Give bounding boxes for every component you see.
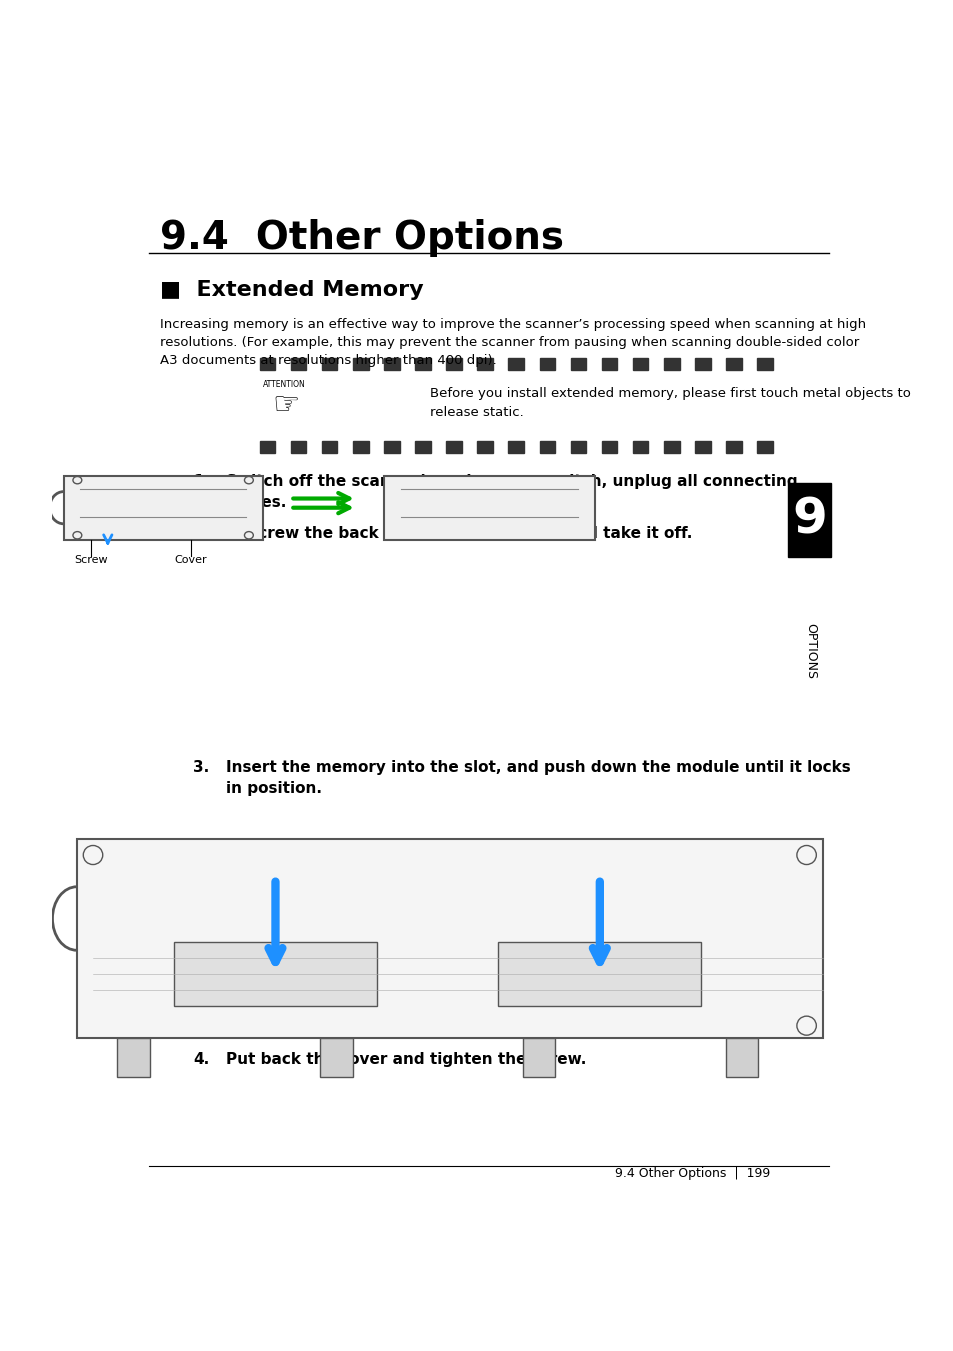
Bar (570, 358, 586, 370)
Text: Unscrew the back cover of the scanner and take it off.: Unscrew the back cover of the scanner an… (226, 526, 692, 542)
Text: 1.: 1. (193, 474, 209, 489)
Text: 3.: 3. (193, 761, 210, 775)
Bar (415, 440, 431, 454)
Text: 9.4  Other Options: 9.4 Other Options (160, 219, 563, 257)
Text: Insert the memory into the slot, and push down the module until it locks
in posi: Insert the memory into the slot, and pus… (226, 761, 850, 796)
Bar (476, 358, 493, 370)
Text: Put back the cover and tighten the screw.: Put back the cover and tighten the screw… (226, 1051, 586, 1066)
Polygon shape (384, 476, 594, 540)
Text: ☞: ☞ (272, 390, 299, 420)
Bar (632, 440, 648, 454)
Bar (76, 839, 821, 1038)
Bar (632, 358, 648, 370)
Text: 9.4 Other Options  |  199: 9.4 Other Options | 199 (614, 1166, 769, 1179)
Bar (539, 440, 555, 454)
Bar (522, 1038, 555, 1077)
Bar (497, 943, 700, 1005)
Bar (321, 358, 337, 370)
Bar (384, 440, 399, 454)
Text: 2.: 2. (193, 526, 210, 542)
Bar (787, 482, 830, 558)
Text: Increasing memory is an effective way to improve the scanner’s processing speed : Increasing memory is an effective way to… (160, 319, 865, 367)
Bar (570, 440, 586, 454)
Text: Cover: Cover (174, 555, 207, 565)
Bar (353, 440, 368, 454)
Bar (757, 440, 772, 454)
Bar (353, 358, 368, 370)
Bar (508, 358, 523, 370)
Bar (415, 358, 431, 370)
Bar (725, 358, 740, 370)
Bar (291, 440, 306, 454)
Bar (695, 440, 710, 454)
Bar (291, 358, 306, 370)
Bar (757, 358, 772, 370)
Text: 4.: 4. (193, 1051, 210, 1066)
Bar (601, 358, 617, 370)
Bar (117, 1038, 150, 1077)
Polygon shape (64, 476, 262, 540)
Bar (384, 358, 399, 370)
Bar (259, 440, 275, 454)
Bar (446, 358, 461, 370)
Text: ATTENTION: ATTENTION (263, 380, 306, 389)
Bar (259, 358, 275, 370)
Bar (724, 1038, 757, 1077)
Bar (508, 440, 523, 454)
Bar (725, 440, 740, 454)
Bar (319, 1038, 352, 1077)
Text: OPTIONS: OPTIONS (803, 623, 816, 680)
Bar (476, 440, 493, 454)
Bar (173, 943, 376, 1005)
Bar (663, 440, 679, 454)
Bar (601, 440, 617, 454)
Bar (663, 358, 679, 370)
Bar (321, 440, 337, 454)
Bar (539, 358, 555, 370)
Text: Before you install extended memory, please first touch metal objects to
release : Before you install extended memory, plea… (429, 388, 910, 419)
Text: 9: 9 (792, 496, 826, 544)
Bar (446, 440, 461, 454)
Text: Screw: Screw (74, 555, 108, 565)
Text: ■  Extended Memory: ■ Extended Memory (160, 280, 423, 300)
Bar (695, 358, 710, 370)
Text: Switch off the scanner’s main power switch, unplug all connecting
cables.: Switch off the scanner’s main power swit… (226, 474, 798, 511)
